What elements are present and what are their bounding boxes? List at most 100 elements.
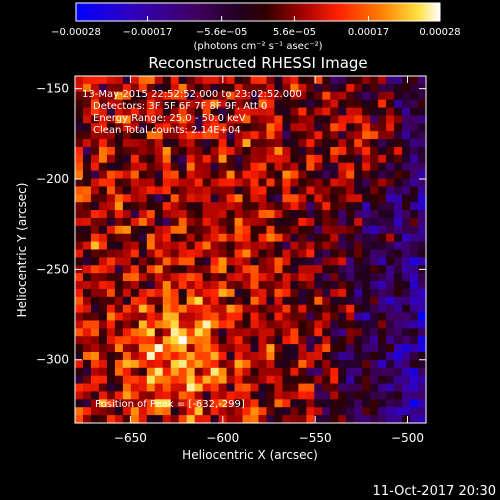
heatmap-cell [250,375,260,385]
heatmap-cell [194,383,204,393]
heatmap-cell [226,146,236,156]
heatmap-cell [314,131,323,140]
heatmap-cell [250,359,260,369]
heatmap-cell [82,257,92,266]
heatmap-cell [154,178,164,188]
heatmap-cell [114,91,124,101]
heatmap-cell [378,312,387,322]
heatmap-cell [418,415,427,424]
heatmap-cell [146,241,156,251]
heatmap-cell [98,123,108,132]
heatmap-cell [82,202,92,211]
heatmap-cell [242,91,252,101]
heatmap-cell [402,352,411,361]
heatmap-cell [75,273,84,282]
heatmap-cell [170,76,180,85]
heatmap-cell [298,217,307,227]
heatmap-cell [394,288,403,298]
heatmap-cell [330,107,339,117]
heatmap-cell [266,123,276,132]
heatmap-cell [106,76,116,85]
heatmap-cell [234,359,244,369]
heatmap-cell [306,154,315,164]
heatmap-cell [146,415,156,424]
heatmap-cell [322,194,331,203]
heatmap-cell [178,170,188,180]
heatmap-cell [314,233,323,243]
heatmap-cell [98,225,108,235]
heatmap-cell [378,304,387,314]
heatmap-cell [410,107,419,117]
heatmap-cell [314,273,323,282]
heatmap-cell [386,367,395,377]
heatmap-cell [330,99,339,109]
heatmap-cell [362,210,371,219]
heatmap-cell [186,288,196,298]
heatmap-cell [394,99,403,109]
heatmap-cell [258,241,268,251]
heatmap-cell [154,296,164,306]
heatmap-cell [418,83,427,93]
heatmap-cell [282,123,291,132]
heatmap-cell [370,241,379,251]
heatmap-cell [75,399,84,408]
heatmap-cell [122,391,132,400]
heatmap-cell [290,76,299,85]
heatmap-cell [202,194,212,203]
heatmap-cell [346,281,355,290]
heatmap-cell [306,91,315,101]
heatmap-cell [250,115,260,124]
heatmap-cell [298,146,307,156]
heatmap-cell [338,123,347,132]
heatmap-cell [410,391,419,400]
heatmap-cell [202,115,212,124]
heatmap-cell [210,265,220,274]
heatmap-cell [314,383,323,393]
heatmap-cell [306,233,315,243]
heatmap-cell [138,233,148,243]
heatmap-cell [82,162,92,172]
heatmap-cell [362,304,371,314]
heatmap-cell [314,257,323,266]
heatmap-cell [370,265,379,274]
heatmap-cell [362,288,371,298]
heatmap-cell [330,139,339,148]
heatmap-cell [75,383,84,393]
heatmap-cell [234,170,244,180]
heatmap-cell [122,257,132,266]
heatmap-cell [234,123,244,132]
heatmap-cell [98,304,108,314]
heatmap-cell [338,107,347,117]
heatmap-cell [210,312,220,322]
heatmap-cell [130,178,140,188]
heatmap-cell [98,131,108,140]
heatmap-cell [242,296,252,306]
heatmap-cell [146,146,156,156]
heatmap-cell [138,146,148,156]
heatmap-cell [354,162,363,172]
heatmap-cell [210,225,220,235]
heatmap-cell [346,210,355,219]
heatmap-cell [338,296,347,306]
heatmap-cell [258,202,268,211]
heatmap-cell [354,344,363,353]
heatmap-cell [402,76,411,85]
heatmap-cell [378,328,387,337]
heatmap-cell [178,162,188,172]
heatmap-cell [274,139,284,148]
heatmap-cell [298,233,307,243]
heatmap-cell [210,344,220,353]
heatmap-cell [154,312,164,322]
heatmap-cell [402,217,411,227]
heatmap-cell [146,131,156,140]
heatmap-cell [282,76,291,85]
heatmap-cell [226,367,236,377]
heatmap-cell [378,249,387,258]
heatmap-cell [250,233,260,243]
heatmap-cell [394,415,403,424]
heatmap-cell [378,359,387,369]
heatmap-cell [130,399,140,408]
heatmap-cell [234,154,244,164]
heatmap-cell [346,194,355,203]
heatmap-cell [75,91,84,101]
